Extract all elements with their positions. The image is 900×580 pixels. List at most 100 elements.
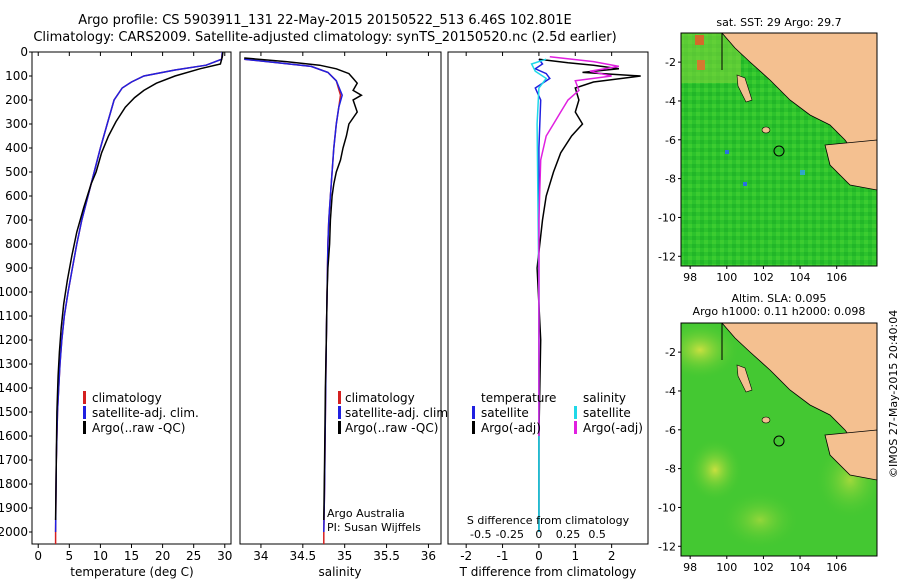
legend-swatch-argo	[83, 421, 86, 434]
x-tick-label: 36	[421, 549, 436, 563]
imos-credit: ©IMOS 27-May-2015 20:40:04	[887, 309, 900, 478]
difference-panel: -2 -1 0 1 2 -0.5 -0.25 0 0.25 0.5 S difference f…	[447, 51, 649, 579]
series-line-2	[54, 51, 224, 521]
map-x-tick-label: 106	[826, 271, 847, 284]
legend-swatch-satellite	[83, 406, 86, 419]
difference-legend: temperature satellite Argo(-adj) salinit…	[472, 391, 643, 435]
legend-swatch-climatology	[338, 391, 341, 404]
series-line-2	[244, 57, 363, 521]
x-tick-label: 25	[186, 549, 201, 563]
map-y-tick-label: -10	[658, 501, 676, 514]
legend-satellite: satellite-adj. clim.	[92, 406, 199, 420]
t-difference-xlabel: T difference from climatology	[459, 565, 637, 579]
sst-map-title: sat. SST: 29 Argo: 29.7	[716, 16, 842, 29]
y-tick-label: 1700	[0, 453, 28, 467]
x-tick-label: 34	[253, 549, 268, 563]
y-tick-label: 1500	[0, 405, 28, 419]
y-tick-label: 600	[5, 189, 28, 203]
argo-australia-note: Argo Australia	[327, 507, 405, 520]
legend-swatch-satellite	[338, 406, 341, 419]
y-tick-label: 800	[5, 237, 28, 251]
map-x-tick-label: 100	[716, 271, 737, 284]
legend-temp-satellite: satellite	[481, 406, 529, 420]
legend-satellite: satellite-adj. clim.	[345, 406, 452, 420]
pi-note: PI: Susan Wijffels	[327, 521, 421, 534]
y-tick-label: 1800	[0, 477, 28, 491]
x-tick-label: 5	[65, 549, 73, 563]
series-line-3	[538, 56, 620, 436]
y-tick-label: 100	[5, 69, 28, 83]
legend-sal-satellite: satellite	[583, 406, 631, 420]
map-y-tick-label: -4	[665, 385, 676, 398]
map-x-tick-label: 102	[753, 271, 774, 284]
x-tick-label: 30	[217, 549, 232, 563]
x-tick-label: 1	[571, 549, 579, 563]
legend-temp-argo: Argo(-adj)	[481, 421, 541, 435]
legend-argo: Argo(..raw -QC)	[345, 421, 438, 435]
map-y-tick-label: -6	[665, 424, 676, 437]
y-tick-label: 500	[5, 165, 28, 179]
map-y-tick-label: -12	[658, 250, 676, 263]
legend-swatch-sal-satellite	[574, 406, 577, 419]
map-x-tick-label: 102	[753, 561, 774, 574]
y-tick-label: 700	[5, 213, 28, 227]
x-tick-label: 10	[93, 549, 108, 563]
map-y-tick-label: -12	[658, 540, 676, 553]
x-tick-label: 20	[155, 549, 170, 563]
salinity-legend: climatology satellite-adj. clim. Argo(..…	[338, 391, 452, 435]
legend-sal-argo: Argo(-adj)	[583, 421, 643, 435]
y-tick-label: 1600	[0, 429, 28, 443]
map-x-tick-label: 98	[683, 271, 697, 284]
x-tick-label: 0	[535, 549, 543, 563]
y-tick-label: 1100	[0, 309, 28, 323]
map-y-tick-label: -2	[665, 346, 676, 359]
x-tick-label: 15	[124, 549, 139, 563]
x-tick-label: 35	[337, 549, 352, 563]
temperature-legend: climatology satellite-adj. clim. Argo(..…	[83, 391, 199, 435]
salinity-panel: 34 34.5 35 35.5 36 salinity climatology sate…	[239, 51, 452, 579]
map-x-tick-label: 106	[826, 561, 847, 574]
legend-swatch-argo	[338, 421, 341, 434]
temperature-xlabel: temperature (deg C)	[70, 565, 193, 579]
legend-argo: Argo(..raw -QC)	[92, 421, 185, 435]
y-tick-label: 400	[5, 141, 28, 155]
x-tick-label: 35.5	[373, 549, 400, 563]
y-tick-label: 900	[5, 261, 28, 275]
temperature-panel: 0100200300400500600700800900100011001200…	[0, 45, 232, 579]
map-x-tick-label: 104	[790, 561, 811, 574]
legend-swatch-temp-satellite	[472, 406, 475, 419]
sst-map: 98 100 102 104 106 -2 -4 -6 -8 -10 -12	[658, 32, 878, 284]
map-y-tick-label: -2	[665, 56, 676, 69]
s-tick-label: 0	[535, 528, 542, 541]
y-tick-label: 300	[5, 117, 28, 131]
map-x-tick-label: 98	[683, 561, 697, 574]
legend-salinity-title: salinity	[583, 391, 626, 405]
x-tick-label: 34.5	[289, 549, 316, 563]
legend-temperature-title: temperature	[481, 391, 556, 405]
y-tick-label: 200	[5, 93, 28, 107]
y-tick-label: 1000	[0, 285, 28, 299]
legend-climatology: climatology	[345, 391, 415, 405]
y-tick-label: 0	[20, 45, 28, 59]
x-tick-label: 0	[34, 549, 42, 563]
chart-title-line1: Argo profile: CS 5903911_131 22-May-2015…	[78, 13, 572, 28]
y-tick-label: 1300	[0, 357, 28, 371]
sla-map-title-line2: Argo h1000: 0.11 h2000: 0.098	[692, 305, 866, 318]
chart-title-line2: Climatology: CARS2009. Satellite-adjuste…	[33, 30, 617, 45]
s-tick-label: -0.25	[496, 528, 524, 541]
s-tick-label: 0.25	[556, 528, 581, 541]
s-difference-label: S difference from climatology	[467, 514, 630, 527]
map-y-tick-label: -8	[665, 173, 676, 186]
s-tick-label: -0.5	[470, 528, 491, 541]
x-tick-label: 2	[608, 549, 616, 563]
y-tick-label: 1200	[0, 333, 28, 347]
y-tick-label: 1400	[0, 381, 28, 395]
map-x-tick-label: 104	[790, 271, 811, 284]
legend-swatch-sal-argo	[574, 421, 577, 434]
map-x-tick-label: 100	[716, 561, 737, 574]
sla-map-title-line1: Altim. SLA: 0.095	[731, 292, 827, 305]
legend-swatch-climatology	[83, 391, 86, 404]
x-tick-label: -2	[460, 549, 472, 563]
s-tick-label: 0.5	[588, 528, 606, 541]
x-tick-label: -1	[497, 549, 509, 563]
